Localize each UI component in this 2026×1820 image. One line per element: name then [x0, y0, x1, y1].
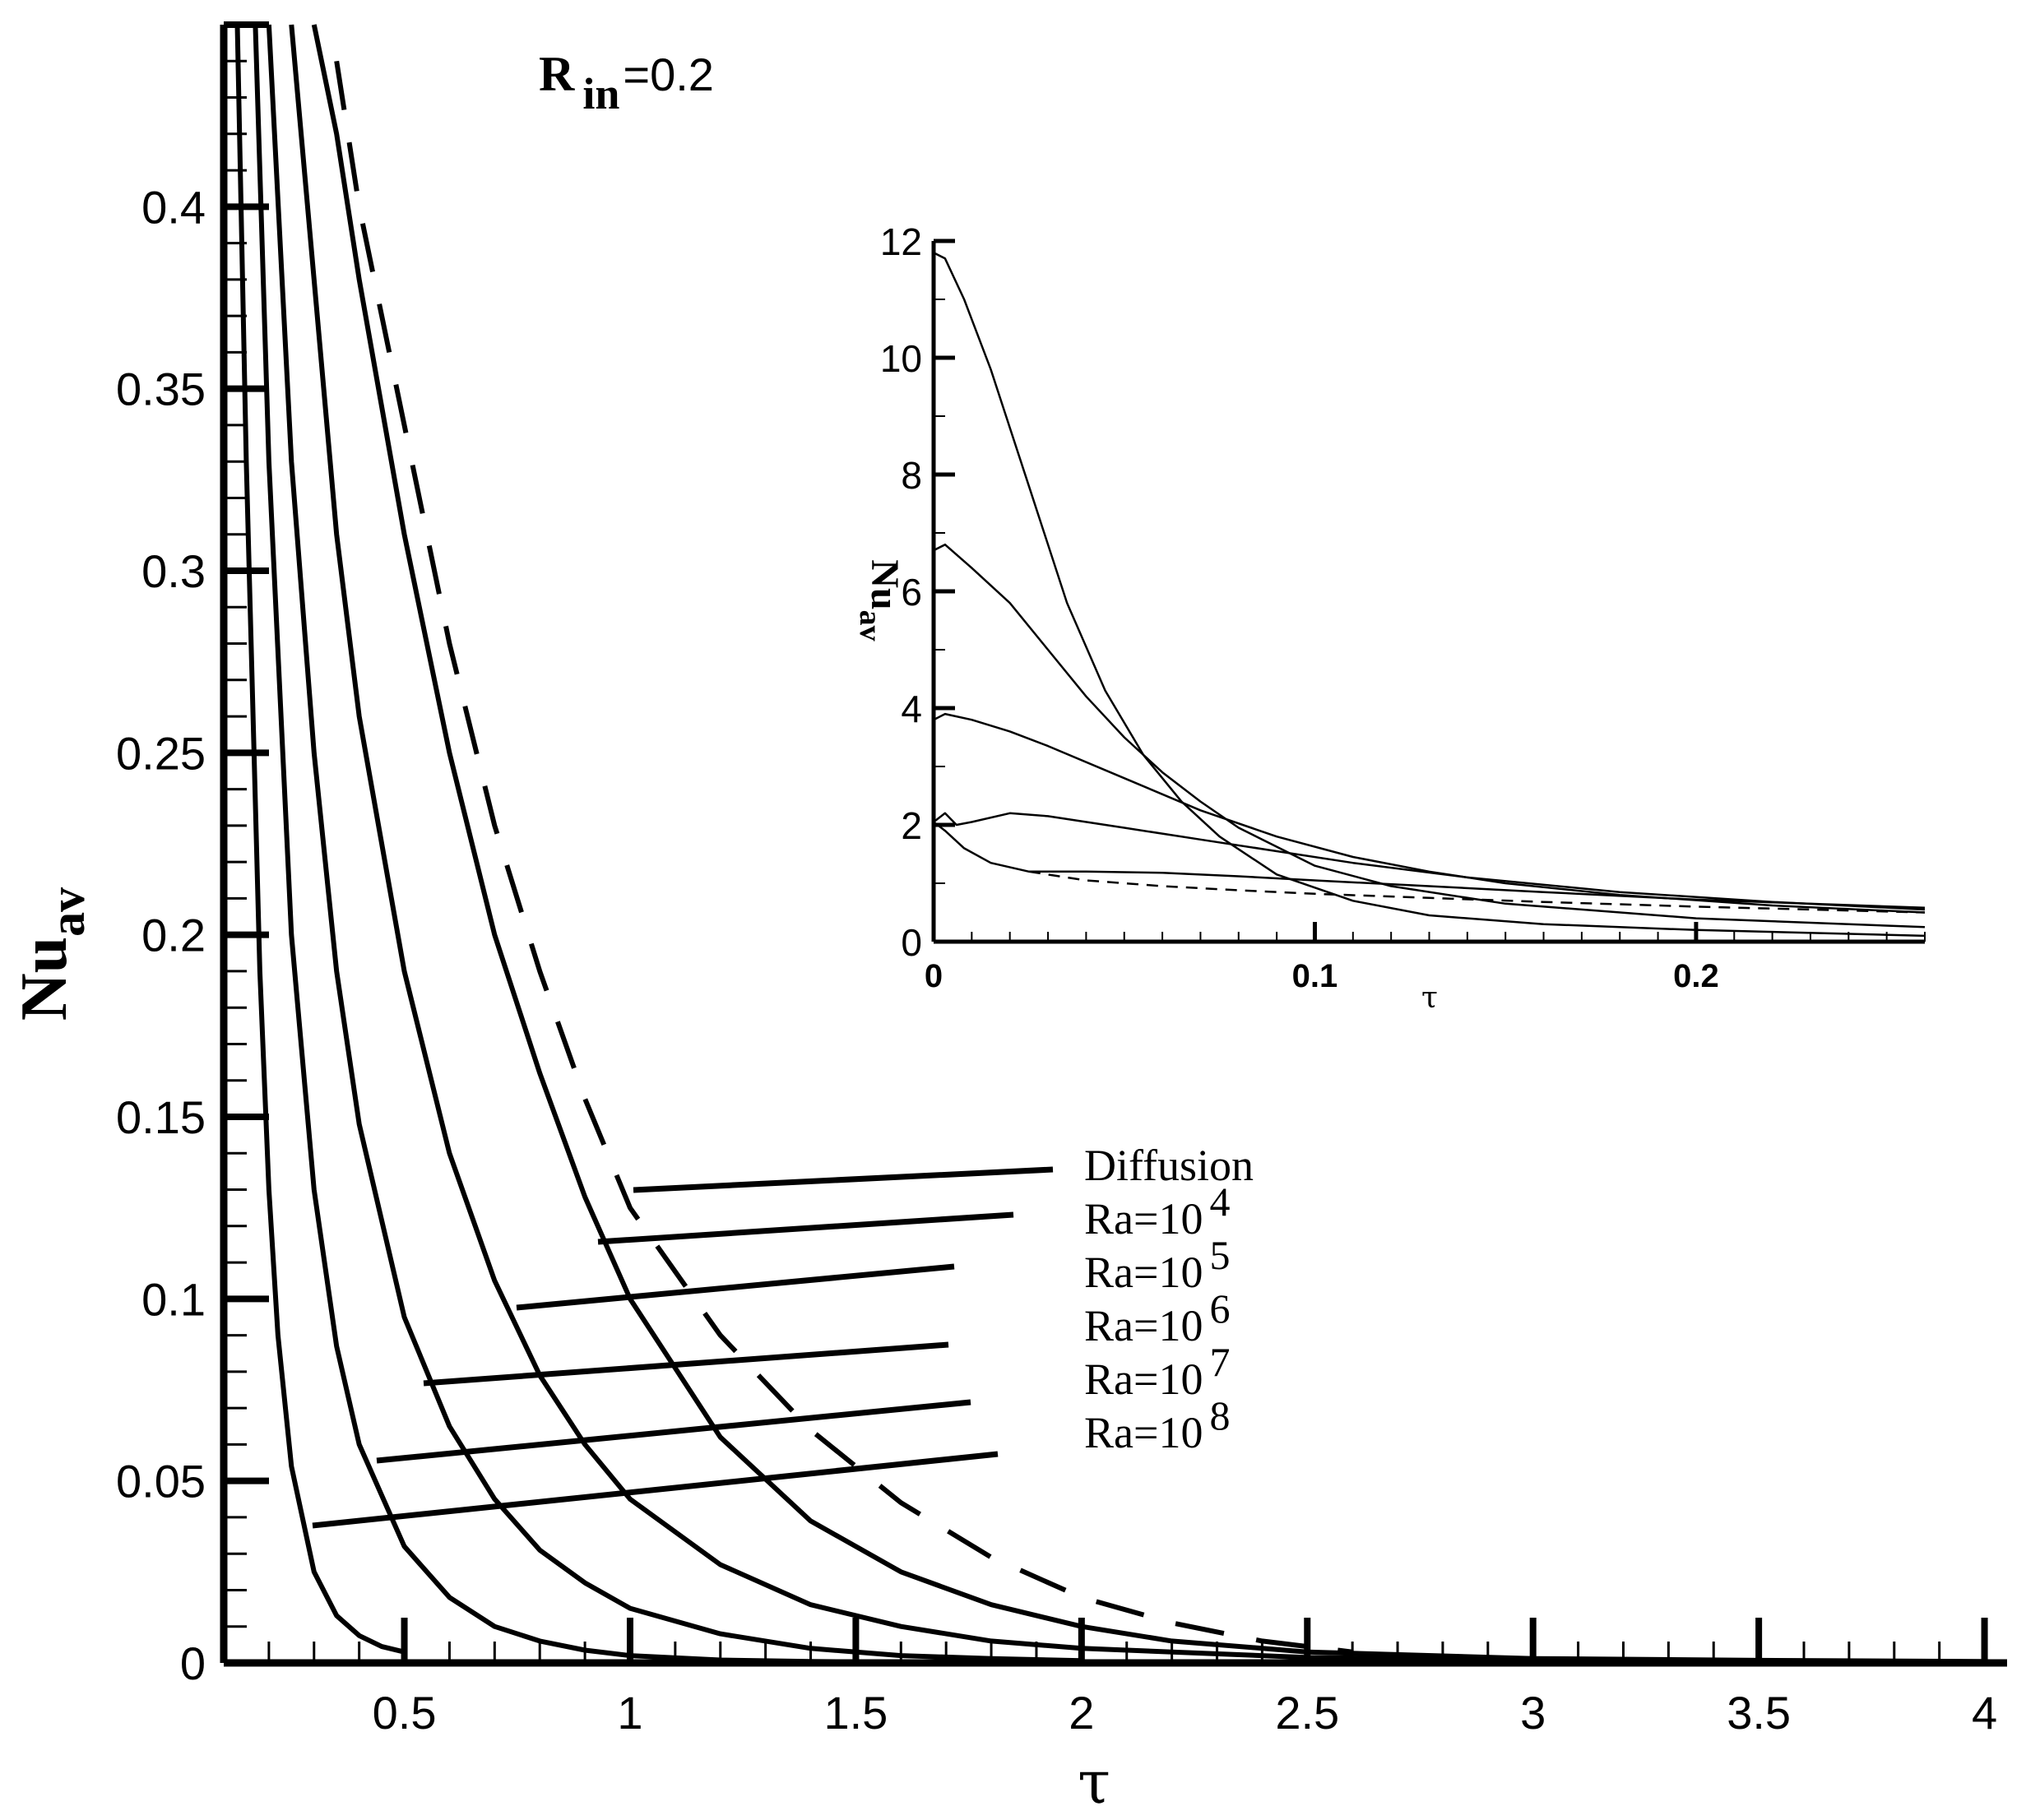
x-tick-label: 2 — [1069, 1687, 1094, 1739]
legend-item-base: Diffusion — [1084, 1141, 1254, 1190]
inset-y-tick-label: 0 — [901, 921, 922, 964]
x-tick-label: 2.5 — [1275, 1687, 1339, 1739]
inset-y-axis-label: Nuav — [853, 559, 906, 641]
annotation-subscript: in — [582, 69, 619, 118]
y-tick-label: 0.35 — [116, 364, 206, 415]
x-tick-label: 1 — [617, 1687, 642, 1739]
y-axis-label-sub: av — [40, 887, 95, 937]
legend-leader-0 — [633, 1166, 1054, 1193]
y-tick-label: 0.25 — [116, 727, 206, 779]
legend-leader-3 — [423, 1341, 949, 1387]
legend-item-sup: 8 — [1209, 1392, 1230, 1438]
legend-item-1: Ra=10 4 — [1084, 1179, 1230, 1243]
main-plot: 00.050.10.150.20.250.30.350.40.5 1 1.5 2 2.5… — [8, 21, 2007, 1817]
inset-y-axis-label-base: Nu — [863, 559, 906, 609]
legend-item-base: Ra=10 — [1084, 1355, 1203, 1404]
legend-item-sup: 5 — [1209, 1232, 1230, 1278]
y-tick-label: 0.2 — [141, 910, 206, 961]
legend-leader-1 — [597, 1211, 1014, 1245]
inset-x-tick-label: 0 — [925, 958, 943, 994]
inset-y-tick-label: 10 — [880, 337, 922, 380]
y-tick-label: 0.15 — [116, 1091, 206, 1143]
x-axis-label: τ — [1078, 1748, 1110, 1817]
inset-series-line-1 — [933, 543, 1926, 929]
legend-item-3: Ra=10 6 — [1084, 1285, 1230, 1350]
main-series-line-5 — [234, 24, 406, 1655]
inset-series-line-2 — [933, 712, 1926, 914]
legend-item-base: Ra=10 — [1084, 1408, 1203, 1457]
legend-item-4: Ra=10 7 — [1084, 1339, 1230, 1404]
inset-y-tick-label: 2 — [901, 804, 922, 847]
y-axis-label: Nuav — [8, 887, 95, 1021]
main-series-line-3 — [266, 24, 1082, 1664]
annotation-value: =0.2 — [623, 49, 714, 100]
legend-item-sup: 6 — [1209, 1285, 1230, 1331]
inset-series-line-4 — [933, 821, 1926, 910]
legend-item-2: Ra=10 5 — [1084, 1232, 1230, 1297]
legend-item-base: Ra=10 — [1084, 1194, 1203, 1243]
legend-item-base: Ra=10 — [1084, 1248, 1203, 1297]
x-tick-label: 0.5 — [373, 1687, 437, 1739]
x-tick-label: 4 — [1972, 1687, 1997, 1739]
main-series-line-1 — [311, 24, 1985, 1665]
inset-series-line-3 — [933, 812, 1926, 911]
legend-leader-2 — [516, 1263, 955, 1311]
x-tick-label: 1.5 — [823, 1687, 888, 1739]
y-axis-label-base: Nu — [8, 937, 81, 1021]
legend-leader-5 — [312, 1451, 999, 1529]
y-tick-label: 0 — [180, 1637, 206, 1689]
x-tick-label: 3.5 — [1727, 1687, 1791, 1739]
annotation-symbol: R — [539, 47, 575, 101]
inset-y-tick-label: 4 — [901, 688, 922, 730]
legend-item-5: Ra=10 8 — [1084, 1392, 1230, 1457]
inset-y-tick-label: 12 — [880, 220, 922, 263]
x-tick-label: 3 — [1520, 1687, 1546, 1739]
inset-series-line-0 — [933, 252, 1926, 938]
y-tick-label: 0.3 — [141, 545, 206, 597]
inset-series-line-5 — [1028, 870, 1926, 914]
inset-x-axis-label: τ — [1421, 981, 1438, 1015]
legend-item-0: Diffusion — [1084, 1141, 1254, 1190]
inset-plot: 0 2 4 6 8 10 12 0 0.1 0.2 Nuav τ — [853, 220, 1926, 1015]
inset-y-tick-label: 8 — [901, 454, 922, 497]
legend-item-base: Ra=10 — [1084, 1301, 1203, 1350]
main-series-line-0 — [334, 60, 1353, 1655]
legend-item-sup: 7 — [1209, 1339, 1230, 1385]
legend-item-sup: 4 — [1209, 1179, 1230, 1225]
inset-y-axis-label-sub: av — [853, 610, 888, 641]
y-tick-label: 0.1 — [141, 1273, 206, 1325]
inset-y-tick-label: 6 — [901, 571, 922, 614]
y-tick-label: 0.4 — [141, 181, 206, 233]
main-series-line-4 — [253, 24, 902, 1665]
main-series-line-2 — [289, 24, 1985, 1665]
y-tick-label: 0.05 — [116, 1456, 206, 1507]
inset-x-tick-label: 0.1 — [1292, 958, 1338, 994]
legend-leader-4 — [376, 1399, 971, 1464]
inset-x-tick-label: 0.2 — [1673, 958, 1719, 994]
